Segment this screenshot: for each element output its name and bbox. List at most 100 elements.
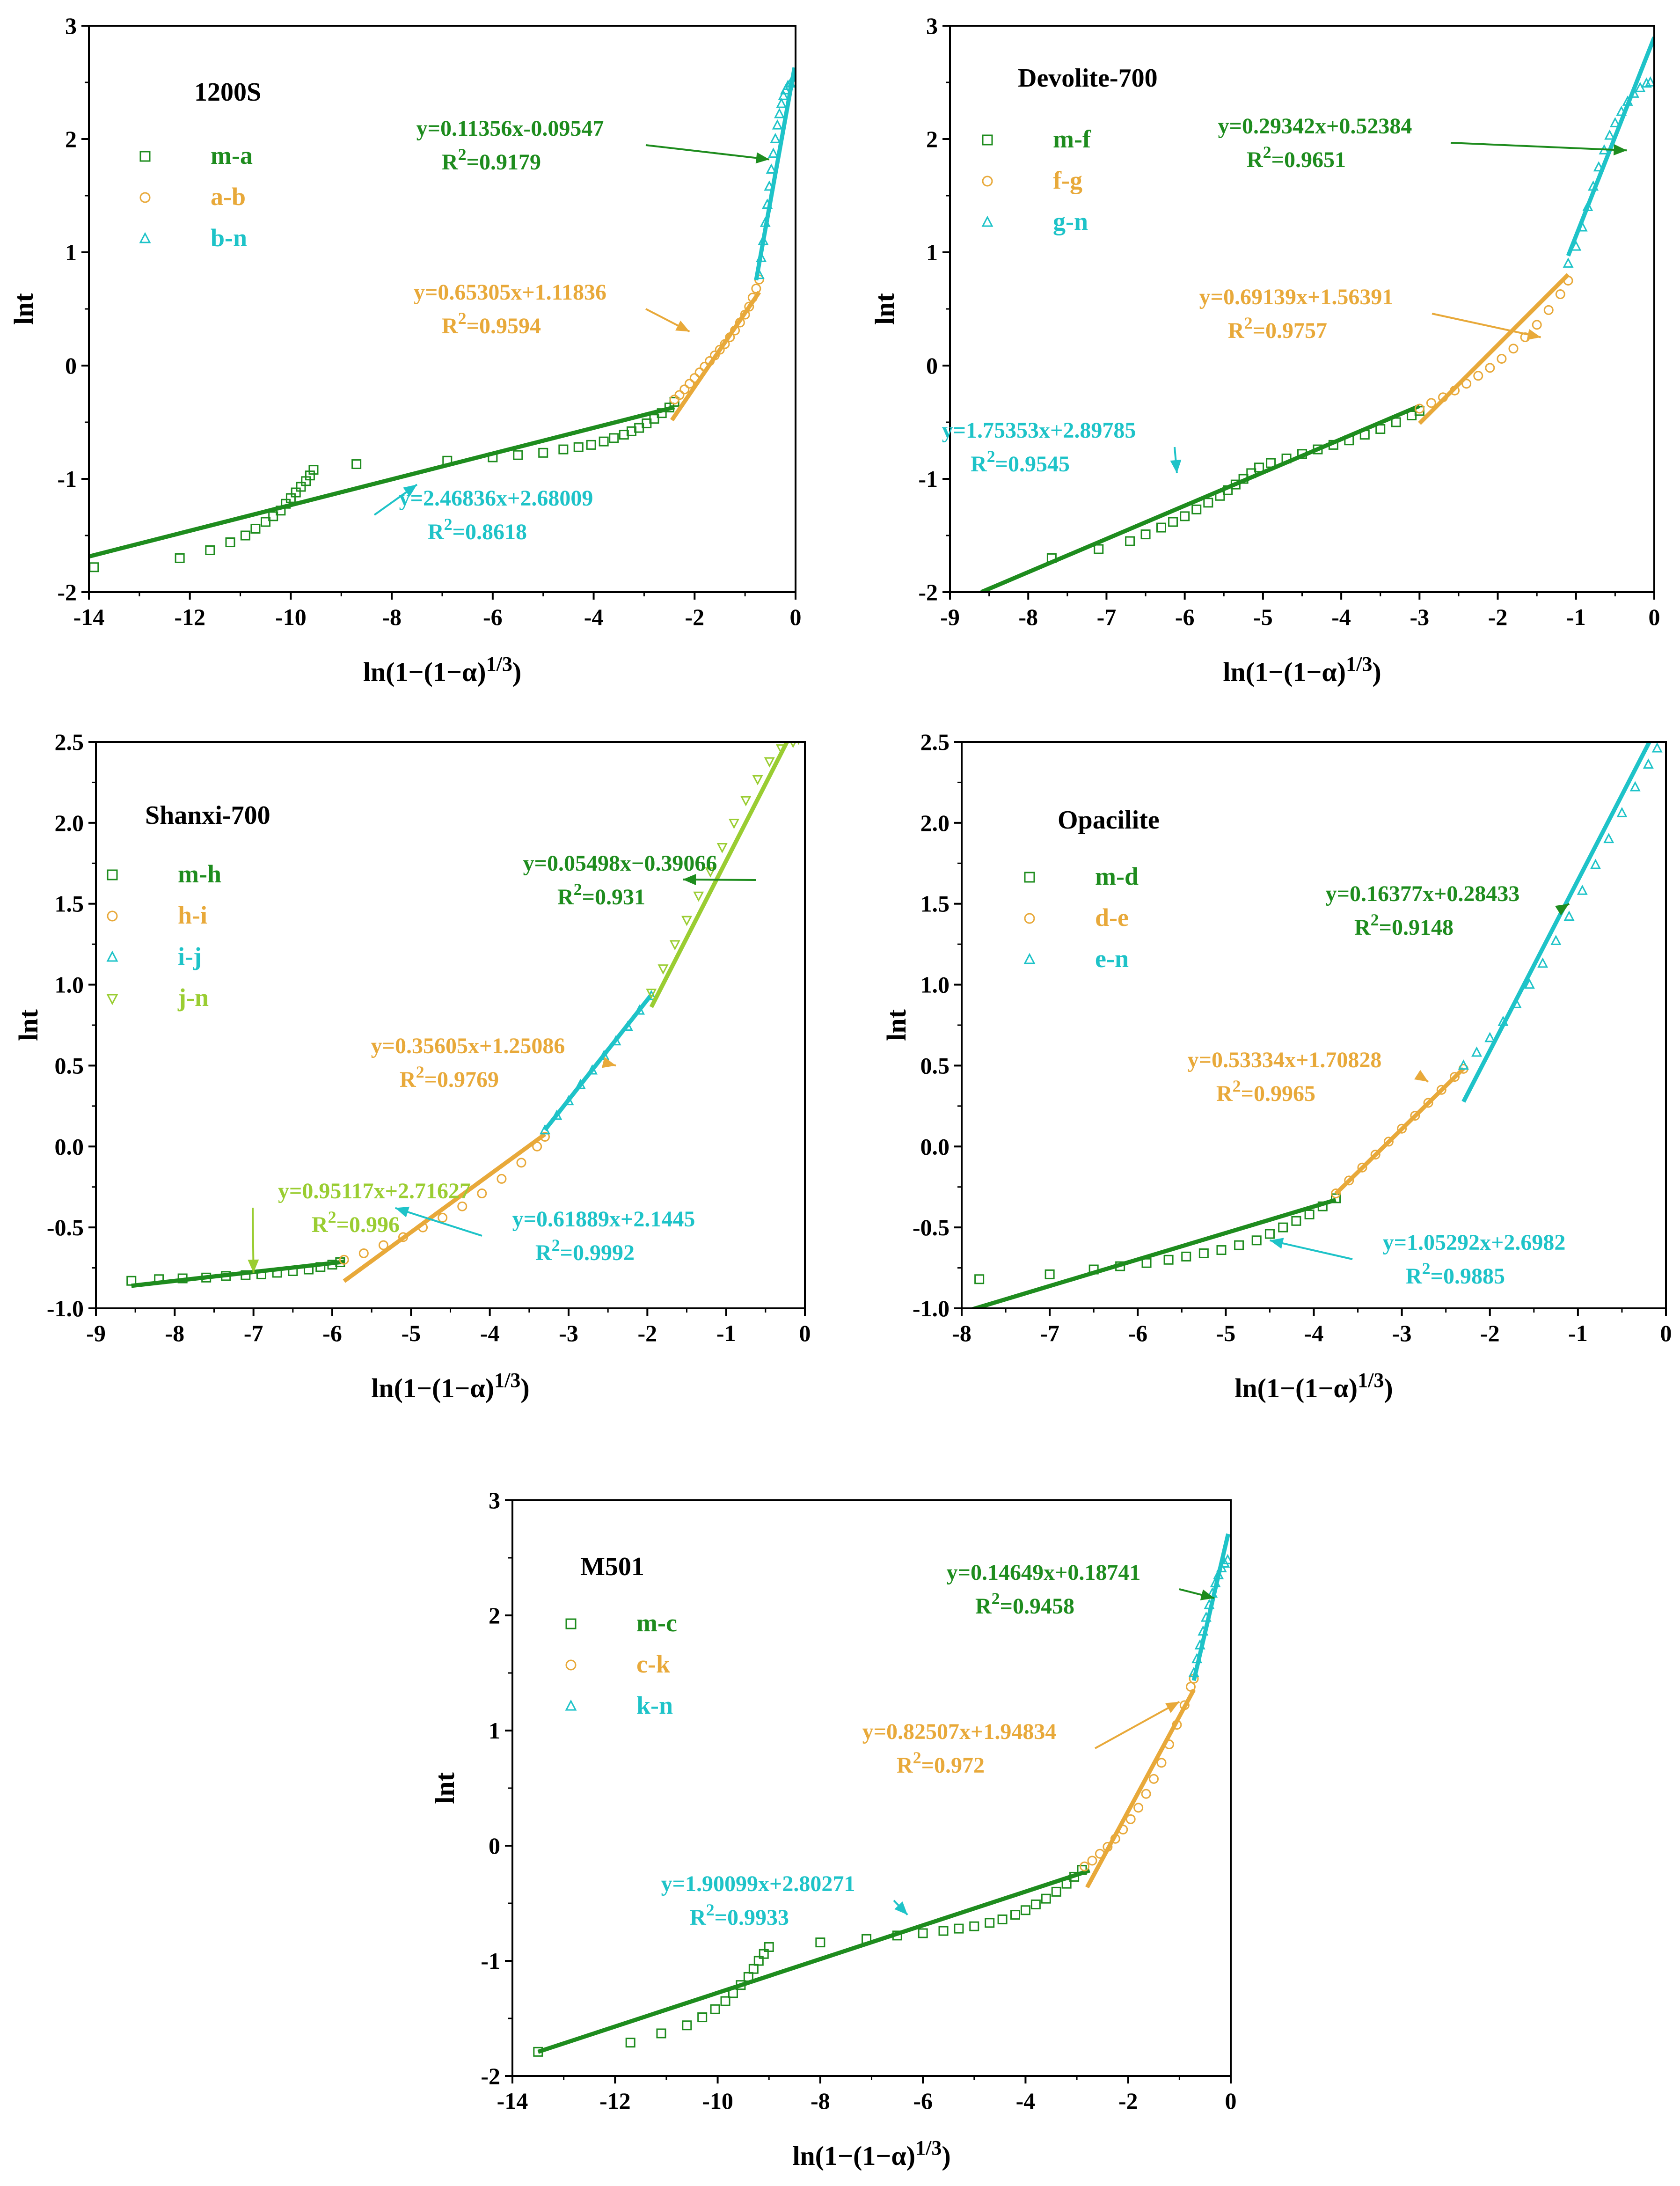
legend-item-j-n: j-n (106, 983, 209, 1012)
annotation-arrow-head (601, 1057, 616, 1068)
x-tick-label: -2 (1488, 604, 1508, 630)
annotation-arrow (1414, 1070, 1429, 1083)
y-tick-label: 0.5 (55, 1052, 84, 1078)
x-tick-label: -3 (1410, 604, 1430, 630)
panel-title: Shanxi-700 (145, 801, 270, 830)
x-tick-label: -8 (1018, 604, 1038, 630)
series-f-g (1414, 273, 1573, 425)
data-point (1331, 1193, 1341, 1203)
x-axis-label: ln(1−(1−α)1/3) (1223, 653, 1381, 687)
data-point (358, 1248, 369, 1258)
fit-annotation-e-n: y=1.05292x+2.6982 R2=0.9885 (1269, 1230, 1566, 1289)
series-g-n (1563, 37, 1654, 268)
legend-item-b-n: b-n (139, 224, 247, 252)
panel-title: Opacilite (1058, 806, 1160, 835)
series-k-n (1188, 1533, 1231, 1681)
legend-marker (107, 869, 118, 880)
legend: m-f f-g g-n (981, 125, 1091, 235)
x-tick-label: -12 (599, 2088, 631, 2114)
y-tick-label: -1.0 (47, 1295, 84, 1321)
data-point (669, 940, 680, 951)
fit-equation: y=0.11356x-0.09547 (416, 116, 604, 141)
data-point (1357, 1162, 1367, 1173)
data-point (1278, 1222, 1288, 1232)
data-point (938, 1926, 949, 1936)
fit-equation: y=0.14649x+0.18741 (947, 1560, 1141, 1585)
legend-item-a-b: a-b (139, 183, 246, 211)
annotation-arrow (645, 144, 770, 164)
data-point (1577, 884, 1588, 895)
x-tick-label: -8 (382, 604, 402, 630)
fit-r-squared: R2=0.9965 (1216, 1077, 1315, 1106)
fit-annotation-k-n: y=1.90099x+2.80271 R2=0.9933 (661, 1871, 908, 1930)
legend-marker (106, 994, 118, 1005)
legend-item-e-n: e-n (1023, 945, 1129, 973)
y-tick-label: -1.0 (913, 1295, 950, 1321)
legend-item-m-c: m-c (565, 1609, 677, 1637)
fit-annotation-m-f: y=0.29342x+0.52384 R2=0.9651 (1218, 114, 1627, 172)
panel-title: M501 (580, 1552, 644, 1581)
annotation-arrow (248, 1207, 259, 1273)
data-point (1331, 1188, 1341, 1199)
data-point (770, 132, 781, 143)
annotation-arrow-head (1270, 1238, 1284, 1249)
y-tick-label: 2 (926, 126, 938, 152)
annotation-arrow-head (1527, 329, 1541, 340)
fit-equation: y=1.90099x+2.80271 (661, 1871, 855, 1896)
x-tick-label: -2 (638, 1320, 657, 1346)
plot-area (89, 67, 796, 572)
data-point (751, 283, 761, 293)
data-point (1643, 758, 1654, 769)
data-point (1532, 320, 1542, 330)
annotation-arrow (645, 308, 690, 333)
data-point (1629, 781, 1641, 792)
x-tick-label: -12 (174, 604, 205, 630)
data-point (1304, 1209, 1315, 1219)
data-point (649, 414, 659, 424)
fit-line-m-c (537, 1868, 1090, 2054)
panel-opacilite: -8 -7 -6 -5 -4 -3 -2 -1 0 -1.0 -0.5 0.0 0.5 1.0 1.5 2.0… (881, 729, 1672, 1403)
legend: m-h h-i i-j j-n (106, 860, 221, 1012)
x-tick-label: -3 (559, 1320, 578, 1346)
x-tick-label: 0 (1660, 1320, 1672, 1346)
x-tick-label: 0 (1225, 2088, 1237, 2114)
legend-marker (981, 215, 993, 227)
annotation-arrow-head (1170, 459, 1182, 473)
data-point (1458, 1059, 1469, 1070)
y-tick-label: 2.0 (920, 810, 950, 836)
data-point (1543, 305, 1554, 315)
fit-equation: y=1.05292x+2.6982 (1383, 1230, 1566, 1255)
x-tick-label: -5 (402, 1320, 421, 1346)
data-point (748, 1964, 759, 1974)
plot-area (968, 742, 1666, 1308)
x-tick-label: -8 (811, 2088, 830, 2114)
legend-marker (565, 1618, 577, 1629)
legend-label: d-e (1095, 903, 1129, 932)
y-tick-label: -1 (481, 1948, 500, 1974)
data-point (954, 1923, 964, 1934)
data-point (1203, 498, 1213, 508)
fit-equation: y=0.95117x+2.71627 (278, 1179, 471, 1203)
data-point (766, 163, 777, 174)
data-point (918, 1928, 928, 1938)
x-tick-label: 0 (799, 1320, 811, 1346)
fit-equation: y=0.29342x+0.52384 (1218, 114, 1412, 139)
fit-line-k-n (1191, 1533, 1230, 1681)
x-tick-label: -3 (1392, 1320, 1412, 1346)
data-point (1222, 1554, 1231, 1564)
series-i-j (540, 990, 657, 1135)
data-point (1181, 1251, 1191, 1262)
data-point (477, 1188, 487, 1199)
data-point (1563, 910, 1575, 921)
data-point (339, 1254, 349, 1265)
data-point (1641, 77, 1652, 88)
data-point (438, 1212, 448, 1223)
legend-label: j-n (177, 983, 209, 1012)
x-tick-label: -2 (1480, 1320, 1500, 1346)
plot-area (126, 742, 800, 1288)
fit-equation: y=1.75353x+2.89785 (942, 418, 1136, 443)
series-m-c (533, 1865, 1090, 2057)
annotation-arrow-head (395, 1206, 409, 1218)
fit-annotation-h-i: y=0.35605x+1.25086 R2=0.9769 (371, 1034, 616, 1092)
annotation-arrow (373, 484, 418, 516)
